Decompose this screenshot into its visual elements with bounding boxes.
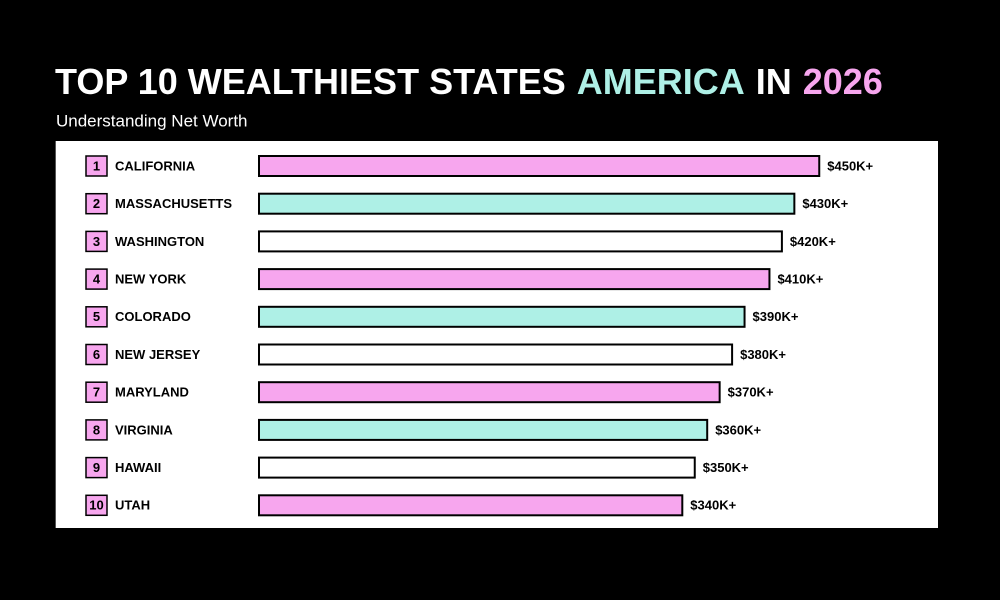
bar [258,268,771,291]
rank-box [85,306,108,328]
category-label: COLORADO [115,309,191,324]
value-label: $420K+ [790,234,836,249]
category-label: HAWAII [115,460,161,475]
chart-subtitle: Understanding Net Worth [56,111,248,130]
value-label: $370K+ [728,385,774,400]
rank-box [85,155,108,177]
bar [258,494,684,517]
title-part: IN [756,61,792,102]
category-label: VIRGINIA [115,422,173,437]
rank-label: 8 [93,422,100,437]
value-label: $450K+ [827,158,873,173]
category-label: MARYLAND [115,385,189,400]
title-part: 2026 [803,61,883,102]
rank-label: 9 [93,460,100,475]
bar [258,381,721,404]
bar [258,305,746,328]
bar [258,155,821,177]
rank-label: 4 [93,272,101,287]
chart-title: TOP 10 WEALTHIEST STATES AMERICA IN 2026 [55,61,883,102]
rank-label: 6 [93,347,100,362]
value-label: $410K+ [777,272,823,287]
bar [258,192,796,215]
bar [258,343,734,366]
rank-label: 7 [93,385,100,400]
value-label: $360K+ [715,422,761,437]
rank-label: 10 [89,498,103,513]
rank-label: 1 [93,158,100,173]
rank-box [85,494,108,517]
category-label: CALIFORNIA [115,158,196,173]
rank-label: 5 [93,309,100,324]
rank-box [85,192,108,215]
rank-box [85,419,108,441]
category-label: UTAH [115,498,150,513]
category-label: NEW JERSEY [115,347,201,362]
rank-box [85,230,108,253]
value-label: $390K+ [753,309,799,324]
category-label: MASSACHUSETTS [115,196,232,211]
bar [258,456,696,479]
rank-box [85,456,108,479]
rank-box [85,343,108,366]
title-part: AMERICA [577,61,745,102]
value-label: $340K+ [690,498,736,513]
rank-label: 2 [93,196,100,211]
title-part: TOP 10 WEALTHIEST STATES [55,61,566,102]
category-label: WASHINGTON [115,234,204,249]
bar [258,230,783,253]
bar [258,418,709,441]
value-label: $380K+ [740,347,786,362]
rank-box [85,381,108,403]
rank-label: 3 [93,234,100,249]
rank-box [85,268,108,290]
value-label: $430K+ [802,196,848,211]
value-label: $350K+ [703,460,749,475]
category-label: NEW YORK [115,272,187,287]
